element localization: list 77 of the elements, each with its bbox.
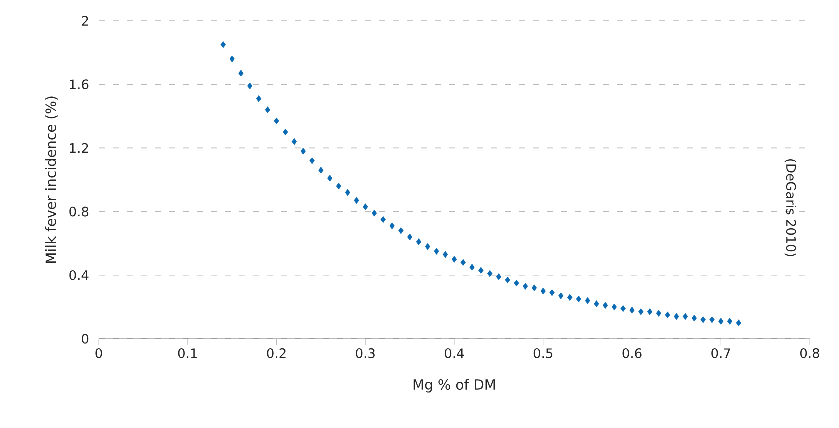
x-tick-label: 0.7 [712,348,730,358]
point [452,256,458,263]
point [647,308,653,316]
point [310,158,315,164]
point [496,274,502,280]
point [505,276,510,284]
point [594,300,600,308]
point [416,238,422,246]
point [620,305,626,312]
point [585,297,590,304]
y-tick-label: 0.4 [70,270,89,280]
point [674,313,680,320]
point [523,283,528,290]
point [727,318,733,325]
x-tick-label: 0.6 [622,348,642,358]
point [443,251,448,258]
y-tick-label: 0 [82,334,89,344]
y-tick-label: 1.6 [70,80,89,90]
point [390,222,395,230]
point [550,289,555,296]
point [434,248,440,255]
point [612,304,618,311]
x-tick-label: 0.5 [534,348,553,358]
x-tick-label: 0.3 [356,348,375,358]
point [540,288,546,295]
point [710,316,715,324]
x-tick-label: 0.2 [267,348,286,358]
x-tick-label: 0.8 [800,348,820,358]
y-tick-label: 1.2 [70,143,88,154]
point [292,138,298,146]
point [682,313,688,320]
y-tick-label: 2 [82,16,88,26]
point [398,227,404,234]
x-axis-title: Mg % of DM [414,379,496,393]
point [372,210,378,217]
point [567,294,573,302]
point [558,292,564,300]
point [283,128,288,136]
x-tick-label: 0.4 [445,348,464,358]
x-tick-label: 0 [96,348,102,358]
point [247,82,253,90]
point [407,234,413,241]
point [238,70,244,77]
point [336,182,342,190]
point [265,106,270,114]
point [354,197,360,204]
point [345,189,350,196]
y-axis-title: Milk fever incidence (%) [45,96,58,263]
point [318,167,324,174]
point [230,56,235,63]
point [425,243,430,250]
point [256,96,262,102]
point [665,312,670,319]
point [576,296,582,303]
point [220,41,226,48]
point [274,118,280,125]
point [602,302,608,309]
y-tick-label: 0.8 [70,206,89,217]
point [700,316,706,324]
point [638,308,644,316]
point [514,280,520,287]
annotation: (DeGaris 2010) [784,160,796,256]
point [327,175,333,182]
point [487,270,493,278]
x-tick-label: 0.1 [178,348,198,358]
point [300,148,306,155]
point [692,314,698,322]
point [470,264,475,271]
point [656,310,662,317]
point [630,306,635,314]
point [718,318,724,325]
point [532,284,538,292]
point [478,267,484,274]
point [460,259,466,266]
point [363,204,368,210]
point [380,216,386,224]
point [736,320,742,326]
